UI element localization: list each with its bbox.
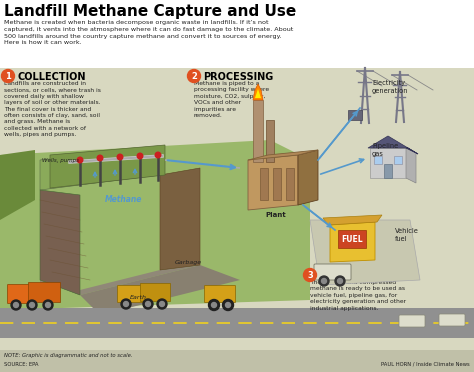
FancyBboxPatch shape [399, 315, 425, 327]
Circle shape [188, 70, 201, 83]
Circle shape [155, 152, 161, 158]
FancyBboxPatch shape [204, 285, 236, 302]
Polygon shape [248, 150, 318, 160]
Text: NOTE: Graphic is diagrammatic and not to scale.: NOTE: Graphic is diagrammatic and not to… [4, 353, 133, 358]
FancyBboxPatch shape [260, 168, 268, 200]
Text: PROCESSING: PROCESSING [203, 72, 273, 82]
Circle shape [337, 279, 343, 283]
Circle shape [159, 301, 164, 307]
Text: DISTRIBUTION: DISTRIBUTION [320, 271, 398, 281]
FancyBboxPatch shape [140, 283, 170, 301]
Circle shape [43, 300, 53, 310]
Text: Wells, pumps: Wells, pumps [42, 158, 79, 163]
Circle shape [321, 279, 327, 283]
Circle shape [143, 299, 153, 309]
Polygon shape [40, 190, 80, 295]
FancyBboxPatch shape [314, 264, 351, 280]
FancyBboxPatch shape [0, 308, 474, 338]
Text: PAUL HORN / Inside Climate News: PAUL HORN / Inside Climate News [381, 362, 470, 367]
Circle shape [124, 301, 128, 307]
Circle shape [46, 302, 51, 308]
Polygon shape [80, 265, 240, 315]
Text: Landfills are constructed in
sections, or cells, where trash is
covered daily wi: Landfills are constructed in sections, o… [4, 81, 101, 137]
Polygon shape [330, 222, 375, 262]
Polygon shape [0, 140, 310, 310]
FancyBboxPatch shape [266, 120, 274, 162]
Polygon shape [255, 89, 261, 98]
Circle shape [77, 157, 83, 163]
Circle shape [303, 269, 317, 282]
Text: Landfill Methane Capture and Use: Landfill Methane Capture and Use [4, 4, 296, 19]
Circle shape [1, 70, 15, 83]
Polygon shape [323, 215, 382, 225]
FancyBboxPatch shape [0, 350, 474, 372]
FancyBboxPatch shape [338, 230, 366, 248]
FancyBboxPatch shape [118, 285, 144, 302]
Polygon shape [406, 148, 418, 154]
Text: 2: 2 [191, 72, 197, 81]
Polygon shape [368, 136, 418, 154]
Circle shape [29, 302, 35, 308]
Polygon shape [50, 145, 165, 188]
Polygon shape [406, 148, 416, 183]
Circle shape [27, 300, 37, 310]
Polygon shape [370, 148, 406, 178]
FancyBboxPatch shape [348, 110, 362, 120]
FancyBboxPatch shape [0, 68, 474, 348]
Circle shape [335, 276, 345, 286]
Circle shape [146, 301, 151, 307]
Circle shape [97, 155, 103, 161]
Circle shape [222, 299, 234, 311]
Polygon shape [0, 150, 35, 220]
Circle shape [11, 300, 21, 310]
Circle shape [209, 299, 219, 311]
Circle shape [121, 299, 131, 309]
Circle shape [137, 153, 143, 159]
Polygon shape [40, 148, 160, 190]
Text: Garbage: Garbage [175, 260, 202, 265]
Circle shape [157, 299, 167, 309]
Text: Methane is created when bacteria decompose organic waste in landfills. If it’s n: Methane is created when bacteria decompo… [4, 20, 293, 45]
Polygon shape [253, 84, 263, 100]
Text: FUEL: FUEL [341, 234, 363, 244]
Text: Vehicle
fuel: Vehicle fuel [395, 228, 419, 241]
Text: Pipeline
gas: Pipeline gas [372, 143, 398, 157]
Text: The refined and compressed
methane is ready to be used as
vehicle fuel, pipeline: The refined and compressed methane is re… [310, 280, 406, 311]
FancyBboxPatch shape [384, 164, 392, 178]
Polygon shape [298, 150, 318, 205]
FancyBboxPatch shape [439, 314, 465, 326]
Text: Methane is piped to a
processing facility where
moisture, CO2, sulphur,
VOCs and: Methane is piped to a processing facilit… [194, 81, 269, 118]
FancyBboxPatch shape [8, 285, 30, 304]
FancyBboxPatch shape [28, 282, 60, 302]
FancyBboxPatch shape [394, 156, 402, 164]
Text: Earth: Earth [130, 295, 147, 300]
Text: SOURCE: EPA: SOURCE: EPA [4, 362, 38, 367]
Text: COLLECTION: COLLECTION [17, 72, 85, 82]
Polygon shape [40, 265, 200, 295]
Polygon shape [248, 155, 298, 210]
Text: Plant: Plant [265, 212, 286, 218]
Circle shape [211, 302, 217, 308]
FancyBboxPatch shape [253, 100, 263, 162]
FancyBboxPatch shape [0, 0, 474, 68]
FancyBboxPatch shape [273, 168, 281, 200]
Polygon shape [310, 220, 420, 285]
Polygon shape [160, 168, 200, 270]
FancyBboxPatch shape [286, 168, 294, 200]
FancyBboxPatch shape [374, 156, 382, 164]
Circle shape [117, 154, 123, 160]
Circle shape [226, 302, 230, 308]
Text: 1: 1 [5, 72, 11, 81]
Circle shape [319, 276, 329, 286]
Text: Electricity
generation: Electricity generation [372, 80, 409, 93]
Text: 3: 3 [307, 271, 313, 280]
Circle shape [13, 302, 18, 308]
Text: Methane: Methane [105, 195, 142, 204]
